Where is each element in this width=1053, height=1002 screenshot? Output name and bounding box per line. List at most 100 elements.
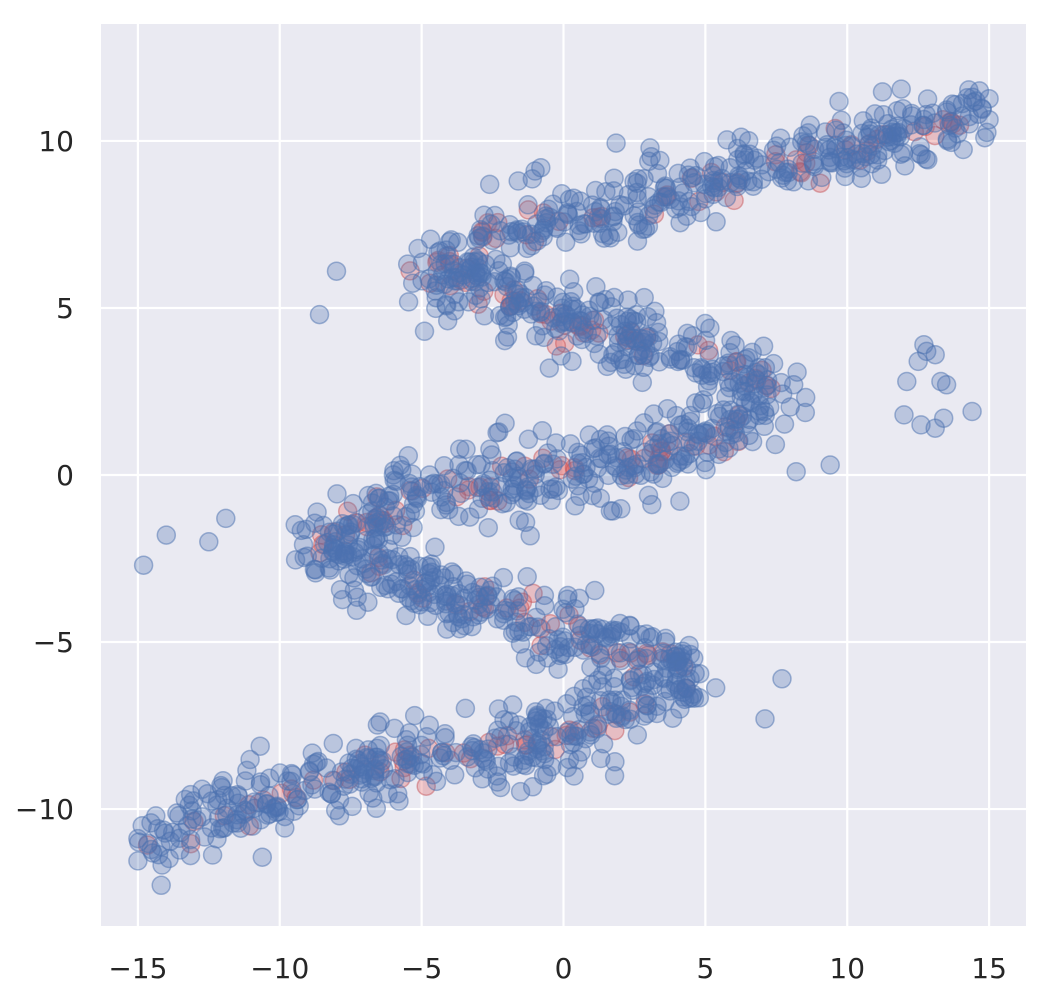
data-point-blue xyxy=(890,144,911,164)
data-point-blue xyxy=(705,678,726,698)
data-point-blue xyxy=(632,372,653,393)
data-point-blue xyxy=(699,371,719,391)
data-point-blue xyxy=(389,791,409,811)
data-point-blue xyxy=(527,708,547,728)
data-point-blue xyxy=(911,415,931,435)
data-point-blue xyxy=(383,484,403,505)
data-point-blue xyxy=(235,771,256,791)
data-point-blue xyxy=(541,490,561,511)
data-point-blue xyxy=(155,823,175,843)
data-point-blue xyxy=(250,774,271,795)
data-point-blue xyxy=(537,764,557,784)
data-point-blue xyxy=(620,616,640,636)
data-point-blue xyxy=(706,212,726,232)
data-point-blue xyxy=(546,433,566,453)
data-point-blue xyxy=(783,172,804,192)
data-point-red xyxy=(518,200,539,220)
data-point-blue xyxy=(412,271,432,291)
data-point-blue xyxy=(962,401,982,422)
data-point-blue xyxy=(744,150,765,170)
data-point-blue xyxy=(860,124,880,144)
data-point-blue xyxy=(398,446,419,466)
data-point-blue xyxy=(695,330,716,351)
data-point-blue xyxy=(416,726,437,747)
data-point-blue xyxy=(618,641,639,662)
data-point-blue xyxy=(937,100,957,120)
data-point-blue xyxy=(472,488,492,509)
data-point-blue xyxy=(543,307,563,328)
data-point-blue xyxy=(435,724,455,744)
data-point-blue xyxy=(435,254,455,274)
data-point-blue xyxy=(347,587,367,607)
data-point-blue xyxy=(494,330,515,351)
x-tick-label: 10 xyxy=(829,952,865,985)
data-point-blue xyxy=(655,628,676,649)
data-point-blue xyxy=(384,718,405,739)
data-point-blue xyxy=(771,168,792,188)
x-tick-label: −10 xyxy=(250,952,309,985)
data-point-blue xyxy=(401,559,421,579)
data-point-blue xyxy=(503,588,523,609)
data-point-blue xyxy=(432,742,452,763)
data-point-blue xyxy=(695,189,716,209)
data-point-blue xyxy=(957,88,977,108)
data-point-blue xyxy=(627,421,647,441)
data-point-blue xyxy=(152,855,172,875)
data-point-blue xyxy=(825,135,846,156)
data-point-blue xyxy=(979,88,999,109)
data-point-blue xyxy=(378,491,398,511)
data-point-blue xyxy=(323,733,344,754)
data-point-blue xyxy=(573,679,594,699)
data-point-blue xyxy=(515,512,536,533)
data-point-blue xyxy=(632,676,652,697)
data-point-blue xyxy=(660,347,680,367)
data-point-blue xyxy=(510,781,531,802)
data-point-blue xyxy=(496,493,516,513)
data-point-blue xyxy=(451,483,471,504)
data-point-blue xyxy=(359,748,379,769)
data-point-blue xyxy=(465,285,486,306)
data-point-blue xyxy=(668,650,688,671)
data-point-blue xyxy=(871,164,892,185)
data-point-blue xyxy=(182,801,202,821)
data-point-blue xyxy=(902,106,922,126)
data-point-blue xyxy=(483,460,503,481)
data-point-blue xyxy=(326,261,347,281)
data-point-blue xyxy=(526,607,546,628)
data-point-blue xyxy=(675,689,695,710)
data-point-blue xyxy=(303,754,324,774)
data-point-blue xyxy=(634,169,654,189)
data-point-blue xyxy=(617,307,637,327)
data-point-blue xyxy=(500,711,520,731)
data-point-blue xyxy=(444,765,465,785)
data-point-blue xyxy=(783,374,804,395)
data-point-blue xyxy=(852,123,872,144)
data-point-blue xyxy=(545,217,566,237)
data-point-blue xyxy=(557,589,578,609)
data-point-blue xyxy=(383,506,404,526)
data-point-blue xyxy=(437,310,458,331)
data-point-blue xyxy=(421,554,442,574)
data-point-blue xyxy=(526,326,546,346)
data-point-blue xyxy=(579,425,600,445)
data-point-blue xyxy=(404,705,425,726)
data-point-blue xyxy=(673,183,693,203)
data-point-blue xyxy=(575,728,596,749)
data-point-blue xyxy=(700,318,720,338)
data-point-blue xyxy=(558,204,579,225)
data-point-blue xyxy=(624,457,645,478)
data-point-blue xyxy=(431,499,451,520)
data-point-blue xyxy=(646,422,666,443)
data-point-blue xyxy=(914,334,934,355)
data-point-blue xyxy=(570,191,591,211)
data-point-blue xyxy=(795,387,816,408)
data-point-blue xyxy=(523,275,543,296)
data-point-blue xyxy=(855,146,876,167)
data-point-blue xyxy=(216,508,236,529)
data-point-blue xyxy=(695,452,715,473)
data-point-blue xyxy=(604,676,625,697)
data-point-blue xyxy=(547,287,567,307)
data-point-blue xyxy=(829,91,849,112)
data-point-blue xyxy=(504,747,524,767)
data-point-blue xyxy=(574,319,595,340)
